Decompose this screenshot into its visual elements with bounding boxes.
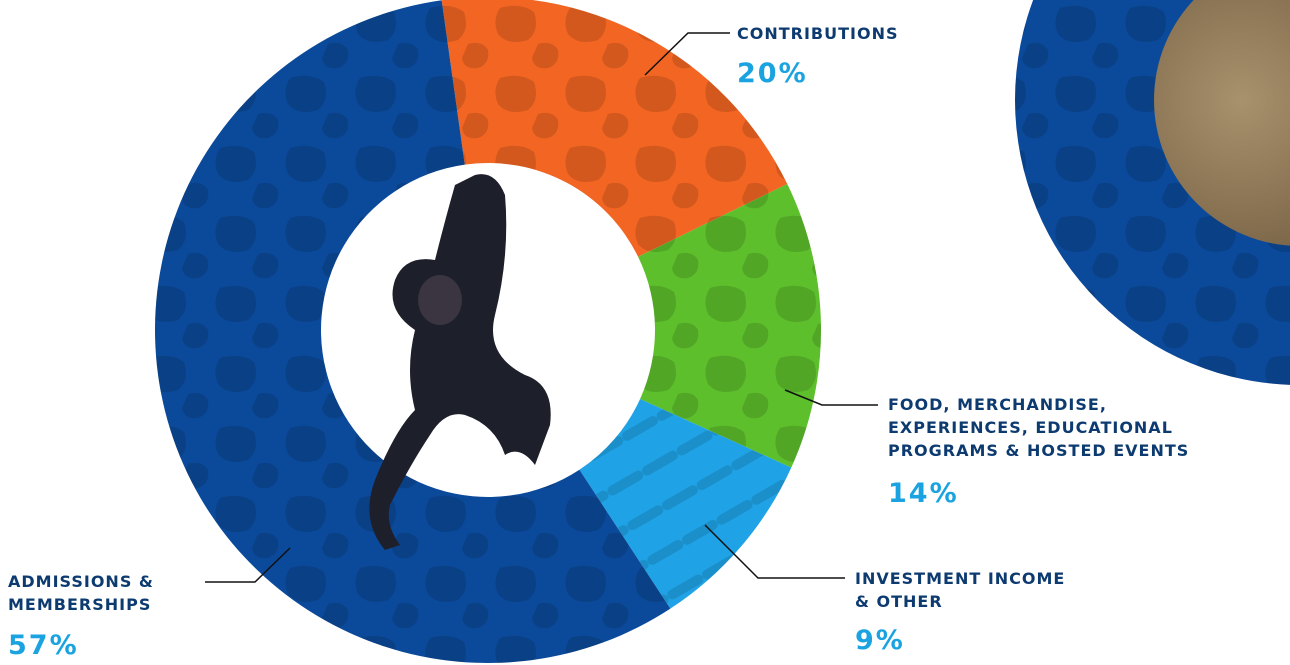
segment-label: CONTRIBUTIONS (737, 24, 899, 43)
leader-line (784, 389, 878, 406)
leader-line (205, 547, 291, 583)
leader-line (644, 32, 730, 76)
leader-line (704, 524, 845, 579)
value-label: 20% (737, 58, 808, 89)
value-label: 9% (855, 625, 905, 656)
segment-label: INVESTMENT INCOME & OTHER (855, 569, 1066, 611)
segment-label: FOOD, MERCHANDISE, EXPERIENCES, EDUCATIO… (888, 395, 1190, 460)
segment-label: ADMISSIONS & MEMBERSHIPS (8, 572, 154, 614)
gibbon-photo (369, 174, 551, 550)
value-label: 14% (888, 478, 959, 509)
decoration (1015, 0, 1290, 385)
value-label: 57% (8, 630, 79, 661)
